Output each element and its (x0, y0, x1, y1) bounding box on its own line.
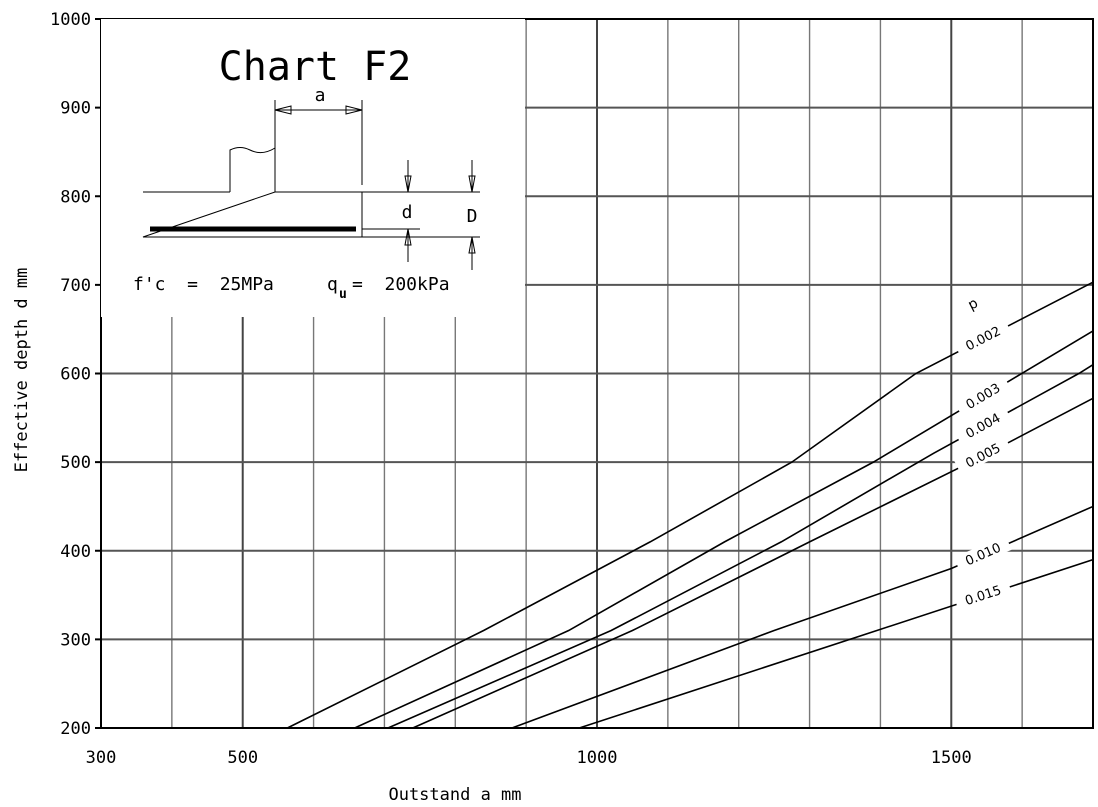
series-line-0.015 (579, 558, 1094, 729)
dim-d-arrow-bottom (404, 228, 412, 246)
inset-background (101, 19, 525, 317)
y-tick-label: 300 (60, 630, 91, 650)
legend-title: p (966, 295, 981, 313)
x-tick-label: 1500 (931, 748, 972, 768)
series-line-0.004 (387, 363, 1094, 729)
x-tick-label: 300 (86, 748, 117, 768)
x-tick-label: 1000 (577, 748, 618, 768)
dim-a-arrow-left (274, 105, 292, 115)
dim-d-arrow-top (404, 175, 412, 193)
y-tick-label: 600 (60, 365, 91, 385)
bearing-pressure-value: = 200kPa (352, 274, 450, 295)
concrete-strength-text: f'c = 25MPa (133, 274, 274, 295)
series-label-knockout (954, 404, 1012, 446)
y-tick-label: 1000 (50, 10, 91, 30)
series-line-0.005 (412, 397, 1094, 729)
tick-labels: 200 300 400 500 600 700 800 900 1000 300 500 1000 15… (50, 10, 972, 768)
chart-title: Chart F2 (219, 44, 412, 90)
dim-D-label: D (467, 206, 478, 227)
column-outline (229, 147, 276, 192)
y-tick-label: 900 (60, 99, 91, 119)
series-line-0.003 (354, 330, 1094, 729)
dim-a-label: a (315, 85, 326, 106)
y-tick-label: 700 (60, 276, 91, 296)
series-label-knockout (953, 578, 1012, 612)
dim-D-arrow-top (468, 175, 476, 193)
x-axis-label: Outstand a mm (388, 785, 521, 805)
x-tick-label: 500 (227, 748, 258, 768)
y-tick-label: 200 (60, 719, 91, 739)
series-line-0.010 (511, 505, 1094, 729)
y-tick-label: 800 (60, 187, 91, 207)
series-label-0.004: 0.004 (963, 411, 1003, 442)
series-line-0.002 (286, 281, 1094, 729)
y-axis-label: Effective depth d mm (12, 268, 32, 473)
series-label-knockout (953, 535, 1012, 573)
y-tick-label: 500 (60, 453, 91, 473)
series-label-knockout (954, 317, 1012, 358)
y-tick-label: 400 (60, 542, 91, 562)
series-label-knockout (954, 434, 1012, 476)
series-label-knockout (954, 374, 1011, 417)
curves (286, 281, 1094, 729)
dim-D-arrow-bottom (468, 236, 476, 254)
bearing-pressure-subscript: u (339, 287, 347, 302)
bearing-pressure-symbol: q (327, 274, 338, 295)
dim-a-arrow-right (345, 105, 363, 115)
dim-d-label: d (402, 202, 413, 223)
footing-inset-diagram: Chart F2 a d D f'c = 25MPa q u = 200kPa (101, 19, 525, 317)
